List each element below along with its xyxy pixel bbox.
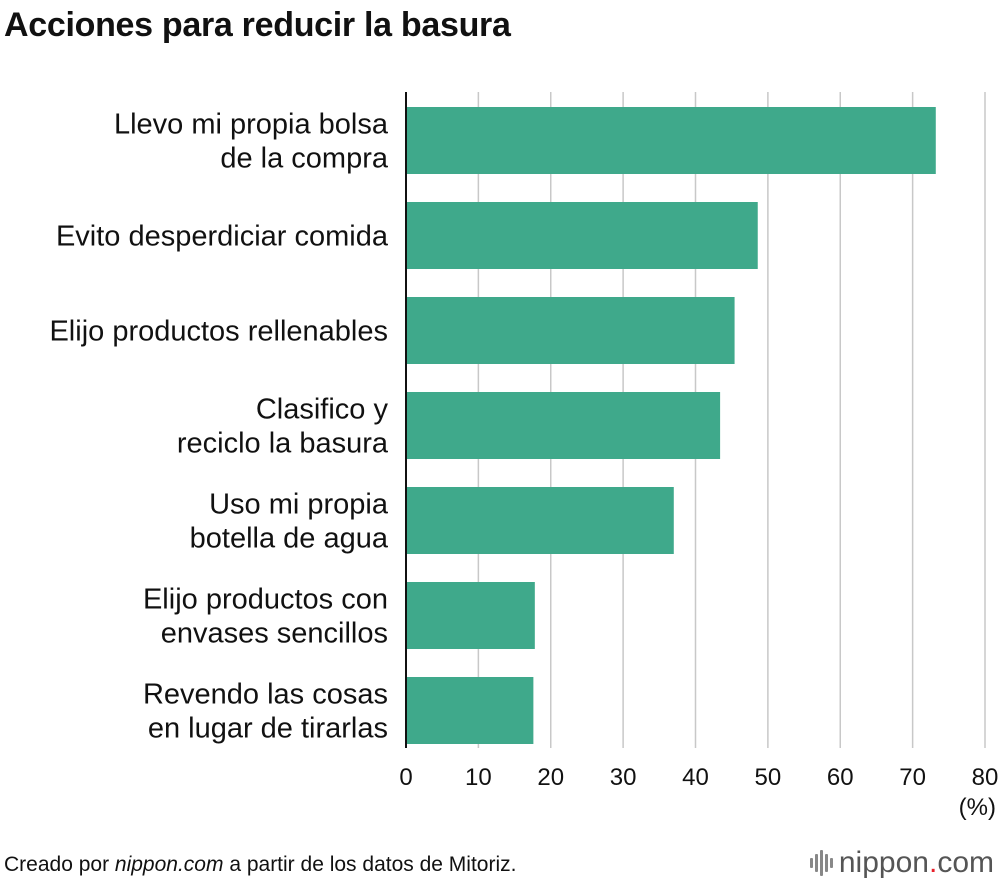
category-label: Elijo productos con <box>143 584 388 616</box>
category-label: de la compra <box>220 143 389 175</box>
category-label: envases sencillos <box>161 618 388 650</box>
x-tick-label: 10 <box>465 764 492 791</box>
x-tick-label: 70 <box>899 764 926 791</box>
category-label: Llevo mi propia bolsa <box>114 109 389 141</box>
sound-bars-icon <box>809 849 833 877</box>
category-label: reciclo la basura <box>177 428 389 460</box>
x-tick-label: 60 <box>827 764 854 791</box>
x-tick-label: 50 <box>755 764 782 791</box>
bar <box>406 677 534 744</box>
logo-dot: . <box>928 846 938 879</box>
logo-name: nippon <box>838 846 929 879</box>
x-tick-label: 40 <box>682 764 709 791</box>
bar <box>406 202 758 269</box>
bar <box>406 297 735 364</box>
bar <box>406 582 535 649</box>
category-label: Evito desperdiciar comida <box>56 221 389 253</box>
category-label: botella de agua <box>190 523 389 555</box>
x-tick-label: 30 <box>610 764 637 791</box>
source-note: Creado por nippon.com a partir de los da… <box>4 853 516 877</box>
x-axis-unit-label: (%) <box>958 794 996 821</box>
source-prefix: Creado por <box>4 853 115 876</box>
source-site: nippon.com <box>114 853 224 876</box>
x-tick-labels: 0 10 20 30 40 50 60 70 80 <box>399 764 998 791</box>
bar <box>406 392 721 459</box>
category-label: Revendo las cosas <box>143 679 388 711</box>
x-tick-label: 20 <box>537 764 564 791</box>
chart-title: Acciones para reducir la basura <box>4 6 511 44</box>
category-label: Clasifico y <box>256 394 389 426</box>
x-tick-label: 0 <box>399 764 412 791</box>
category-label: Elijo productos rellenables <box>49 316 388 348</box>
category-label: Uso mi propia <box>209 489 389 521</box>
category-label: en lugar de tirarlas <box>148 713 388 745</box>
logo-tld: com <box>937 846 994 879</box>
nippon-logo: nippon. com <box>809 846 994 880</box>
x-tick-label: 80 <box>972 764 999 791</box>
bars <box>406 107 936 744</box>
bar <box>406 107 936 174</box>
source-suffix: a partir de los datos de Mitoriz. <box>223 853 517 876</box>
bar <box>406 487 674 554</box>
